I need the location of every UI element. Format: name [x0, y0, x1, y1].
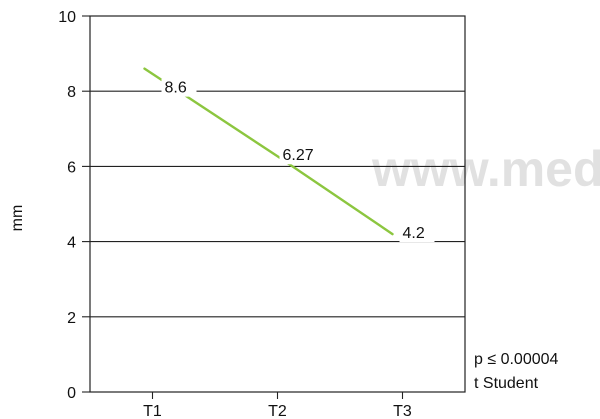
y-tick-label: 6: [67, 159, 76, 176]
gridlines: [90, 91, 465, 317]
y-tick-label: 10: [58, 9, 76, 26]
x-tick-label: T1: [143, 403, 162, 419]
data-label: 8.6: [165, 80, 187, 97]
y-tick-label: 4: [67, 235, 76, 252]
x-axis-ticks: T1 T2 T3: [143, 392, 412, 419]
data-label: 6.27: [283, 147, 314, 164]
x-tick-label: T3: [393, 403, 412, 419]
x-tick-label: T2: [268, 403, 287, 419]
test-name-annotation: t Student: [474, 375, 539, 392]
y-tick-label: 8: [67, 84, 76, 101]
y-axis-label: mm: [9, 205, 26, 232]
watermark-text: www.med: [371, 141, 600, 197]
y-axis-ticks: 0 2 4 6 8 10: [58, 9, 90, 402]
y-tick-label: 0: [67, 385, 76, 402]
plot-border: [90, 16, 465, 392]
y-tick-label: 2: [67, 310, 76, 327]
p-value-annotation: p ≤ 0.00004: [474, 351, 559, 368]
data-label: 4.2: [403, 225, 425, 242]
plot-frame: [90, 16, 465, 392]
